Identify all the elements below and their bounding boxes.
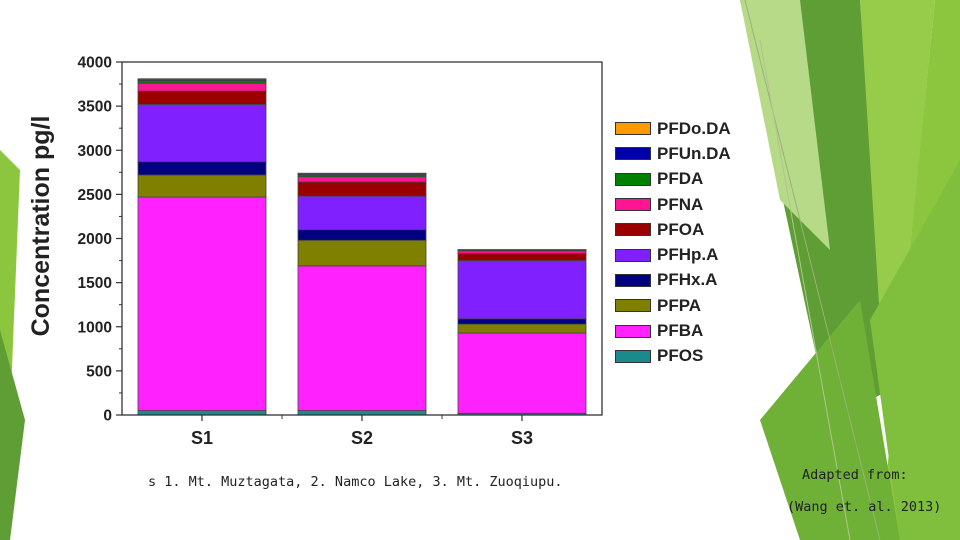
legend-swatch: [615, 147, 651, 161]
y-tick-label: 2000: [78, 231, 112, 248]
x-tick-label: S1: [191, 428, 213, 445]
legend-swatch: [615, 198, 651, 212]
bar-segment-s2-pfhxa: [297, 229, 427, 241]
figure-caption: s 1. Mt. Muztagata, 2. Namco Lake, 3. Mt…: [148, 474, 563, 490]
y-tick-label: 500: [86, 363, 112, 380]
bg-line: [744, 0, 881, 540]
legend-item: PFPA: [615, 293, 742, 318]
bar-segment-s1-pfos: [137, 410, 267, 416]
bar-segment-s3-pfba: [457, 332, 587, 414]
legend-item: PFOA: [615, 217, 742, 242]
bar-segment-s3-pfpa: [457, 323, 587, 334]
legend-swatch: [615, 223, 651, 237]
credit-label: Adapted from:: [802, 467, 908, 483]
legend-item: PFDA: [615, 167, 742, 192]
y-tick-label: 0: [103, 408, 112, 425]
legend-swatch: [615, 248, 651, 262]
bar-segment-s1-pfna: [137, 82, 267, 92]
bar-segment-s2-pfhpa: [297, 195, 427, 231]
bar-segment-s2-pfpa: [297, 239, 427, 267]
legend-label: PFBA: [657, 321, 704, 341]
legend-swatch: [615, 273, 651, 287]
y-tick-label: 3000: [78, 143, 112, 160]
axes-group: S1 S2 S3 0 500 1000 1500 2000 2500 3000 3500 4000: [78, 55, 603, 445]
legend-item: PFNA: [615, 192, 742, 217]
bar-segment-s3-pfoa: [457, 253, 587, 261]
legend-label: PFNA: [657, 194, 704, 214]
bar-segment-s1-pfoa: [137, 90, 267, 105]
bars-group: [137, 78, 587, 416]
legend-label: PFOA: [657, 219, 705, 239]
bar-segment-s3-pfhxa: [457, 318, 587, 325]
y-axis-title: Concentration pg/l: [27, 116, 55, 337]
y-tick-label: 4000: [78, 55, 112, 72]
legend-label: PFHp.A: [657, 245, 719, 265]
chart-panel: S1 S2 S3 0 500 1000 1500 2000 2500 3000 3500 4000 C…: [27, 53, 742, 445]
bar-segment-s1-pfba: [137, 196, 267, 411]
legend-swatch: [615, 172, 651, 186]
stacked-bar-chart: S1 S2 S3 0 500 1000 1500 2000 2500 3000 3500 4000 C…: [27, 55, 603, 445]
y-tick-label: 3500: [78, 99, 112, 116]
bg-green-facet: [870, 160, 960, 540]
bar-segment-s1-pfhxa: [137, 161, 267, 176]
bar-segment-s2-pfba: [297, 265, 427, 411]
y-tick-label: 2500: [78, 187, 112, 204]
bar-segment-s1-pfpa: [137, 174, 267, 198]
bar-segment-s1-pfhpa: [137, 103, 267, 163]
legend-label: PFOS: [657, 346, 704, 366]
legend-swatch: [615, 324, 651, 338]
bar-segment-s2-pfdoda: [297, 172, 427, 175]
legend-label: PFUn.DA: [657, 143, 731, 163]
legend-item: PFDo.DA: [615, 116, 742, 141]
x-tick-label: S3: [511, 428, 533, 445]
legend-swatch: [615, 349, 651, 363]
legend-swatch: [615, 299, 651, 313]
y-tick-label: 1000: [78, 319, 112, 336]
legend-label: PFHx.A: [657, 270, 718, 290]
legend-item: PFHp.A: [615, 242, 742, 267]
bg-green-facet: [0, 330, 25, 540]
legend-item: PFUn.DA: [615, 141, 742, 166]
bg-green-facet: [740, 0, 830, 250]
bar-segment-s2-pfoa: [297, 181, 427, 197]
credit-citation: (Wang et. al. 2013): [787, 499, 942, 515]
y-tick-label: 1500: [78, 275, 112, 292]
legend-label: PFDo.DA: [657, 118, 731, 138]
bg-green-facet: [860, 0, 935, 320]
bar-segment-s1-pfdoda: [137, 78, 267, 81]
legend-label: PFDA: [657, 169, 704, 189]
legend-item: PFBA: [615, 318, 742, 343]
legend-item: PFOS: [615, 344, 742, 369]
legend-item: PFHx.A: [615, 268, 742, 293]
bar-segment-s2-pfna: [297, 176, 427, 183]
x-tick-label: S2: [351, 428, 373, 445]
bar-segment-s3-pfhpa: [457, 260, 587, 320]
bar-segment-s2-pfos: [297, 410, 427, 416]
legend: PFDo.DA PFUn.DA PFDA PFNA PFOA PFHp.A PFHx.A PF…: [615, 116, 742, 369]
legend-label: PFPA: [657, 295, 702, 315]
bg-line: [759, 39, 851, 540]
legend-swatch: [615, 122, 651, 136]
